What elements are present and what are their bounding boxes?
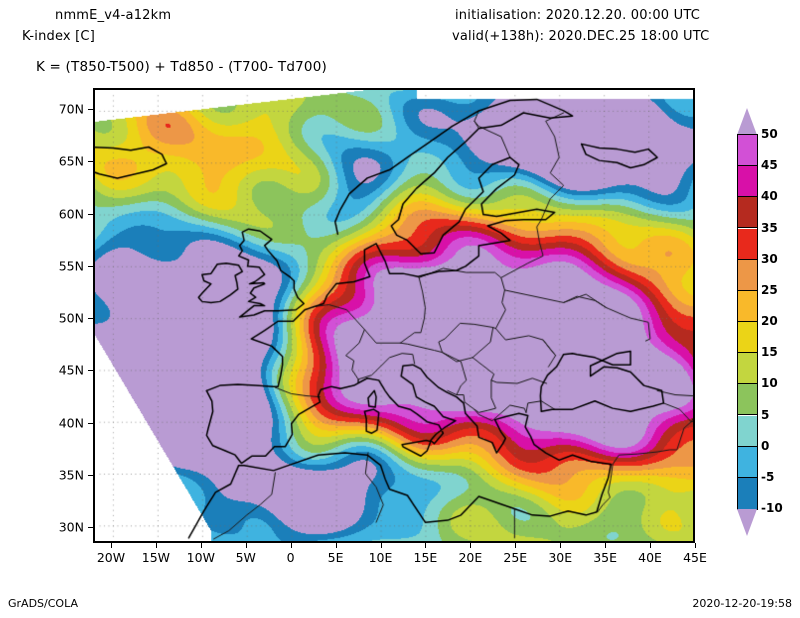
formula-text: K = (T850-T500) + Td850 - (T700- Td700) bbox=[36, 59, 327, 75]
colorbar-tick-label: -5 bbox=[761, 469, 775, 484]
x-tick bbox=[515, 543, 517, 548]
colorbar-band bbox=[738, 259, 757, 291]
x-tick bbox=[605, 543, 607, 548]
map-field-canvas bbox=[95, 90, 693, 541]
colorbar-band bbox=[738, 384, 757, 416]
y-tick bbox=[88, 161, 93, 163]
footer-credit: GrADS/COLA bbox=[8, 597, 78, 610]
y-tick-label: 45N bbox=[58, 362, 84, 378]
x-tick bbox=[650, 543, 652, 548]
model-name: nmmE_v4-a12km bbox=[55, 8, 172, 23]
field-name: K-index [C] bbox=[22, 29, 95, 44]
x-tick bbox=[425, 543, 427, 548]
colorbar-tick-label: 0 bbox=[761, 438, 770, 453]
colorbar-band bbox=[738, 322, 757, 354]
y-tick bbox=[88, 475, 93, 476]
colorbar-band bbox=[738, 166, 757, 198]
y-tick bbox=[88, 422, 93, 424]
colorbar-tick-label: 35 bbox=[761, 220, 778, 235]
x-tick bbox=[380, 543, 382, 548]
x-tick-label: 45E bbox=[683, 550, 707, 565]
y-tick-label: 40N bbox=[58, 415, 84, 431]
x-tick bbox=[470, 543, 472, 548]
x-tick bbox=[245, 543, 247, 548]
x-tick-label: 15W bbox=[141, 550, 171, 565]
x-tick bbox=[335, 543, 337, 548]
colorbar-band bbox=[738, 415, 757, 447]
initialisation-time: initialisation: 2020.12.20. 00:00 UTC bbox=[455, 8, 700, 23]
y-tick-label: 55N bbox=[58, 258, 84, 274]
colorbar-tick-label: 20 bbox=[761, 314, 778, 328]
y-tick-label: 60N bbox=[58, 206, 84, 222]
colorbar-band bbox=[738, 353, 757, 385]
colorbar-tick-label: 30 bbox=[761, 251, 778, 266]
x-tick-label: 0 bbox=[286, 550, 295, 565]
colorbar-tick-label: -10 bbox=[761, 501, 783, 515]
colorbar-band bbox=[738, 228, 757, 260]
x-tick bbox=[695, 543, 696, 548]
colorbar-under-arrow bbox=[737, 509, 757, 536]
x-tick bbox=[110, 543, 112, 548]
y-tick bbox=[88, 265, 93, 267]
y-tick-label: 65N bbox=[58, 153, 84, 169]
colorbar-tick-label: 15 bbox=[761, 345, 778, 360]
y-tick-label: 50N bbox=[58, 310, 84, 326]
x-tick bbox=[560, 543, 562, 548]
footer-timestamp: 2020-12-20-19:58 bbox=[692, 597, 792, 610]
colorbar-band bbox=[738, 135, 757, 167]
x-tick-label: 20E bbox=[458, 550, 483, 565]
x-tick bbox=[155, 543, 157, 548]
y-tick-label: 70N bbox=[58, 101, 84, 117]
colorbar[interactable] bbox=[737, 134, 758, 510]
colorbar-band bbox=[738, 477, 757, 509]
y-tick-label: 30N bbox=[58, 519, 84, 535]
colorbar-tick-label: 40 bbox=[761, 189, 778, 204]
x-tick bbox=[200, 543, 202, 548]
colorbar-tick-label: 10 bbox=[761, 376, 778, 391]
colorbar-band bbox=[738, 446, 757, 478]
y-tick bbox=[88, 370, 93, 372]
y-tick bbox=[88, 318, 93, 320]
y-tick bbox=[88, 108, 93, 110]
y-tick bbox=[88, 527, 93, 529]
colorbar-tick-label: 50 bbox=[761, 127, 778, 141]
x-tick-label: 10E bbox=[368, 550, 393, 565]
y-tick-label: 35N bbox=[58, 467, 84, 483]
x-tick-label: 35E bbox=[593, 550, 618, 565]
colorbar-tick-label: 5 bbox=[761, 407, 770, 422]
map-plot-area bbox=[93, 88, 695, 543]
x-tick-label: 25E bbox=[503, 550, 528, 565]
colorbar-tick-label: 25 bbox=[761, 282, 778, 297]
colorbar-band bbox=[738, 290, 757, 322]
colorbar-band bbox=[738, 197, 757, 229]
x-tick-label: 10W bbox=[186, 550, 215, 565]
x-tick-label: 5E bbox=[327, 550, 344, 565]
valid-time: valid(+138h): 2020.DEC.25 18:00 UTC bbox=[452, 29, 710, 44]
x-tick-label: 20W bbox=[96, 550, 126, 565]
x-tick-label: 30E bbox=[548, 550, 573, 565]
x-tick-label: 40E bbox=[638, 550, 662, 565]
x-tick-label: 15E bbox=[413, 550, 438, 565]
colorbar-over-arrow bbox=[737, 108, 757, 135]
y-tick bbox=[88, 213, 93, 215]
x-tick-label: 5W bbox=[235, 550, 256, 565]
colorbar-tick-label: 45 bbox=[761, 158, 778, 173]
x-tick bbox=[290, 543, 292, 548]
